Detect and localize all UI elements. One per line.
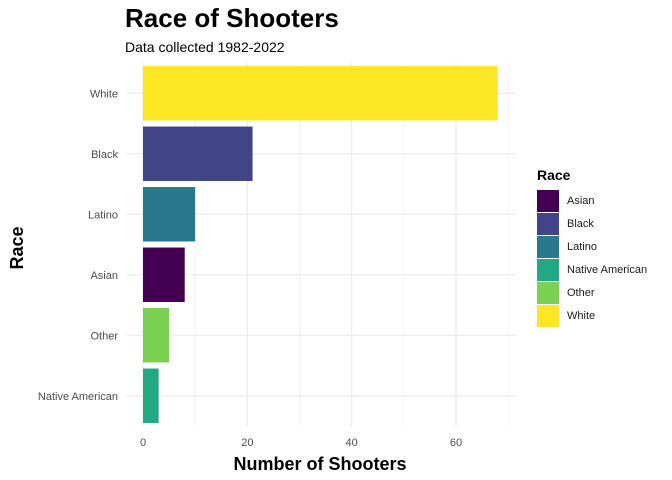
legend-item-asian: Asian: [537, 189, 647, 212]
bar-asian: [143, 247, 185, 302]
legend-item-white: White: [537, 304, 647, 327]
legend-label: Asian: [567, 194, 595, 207]
legend-label: White: [567, 309, 596, 322]
legend-label: Other: [567, 286, 595, 299]
legend-label: Black: [567, 217, 594, 230]
legend-title: Race: [537, 167, 571, 183]
x-tick-label: 40: [346, 437, 358, 449]
chart-title: Race of Shooters: [125, 3, 339, 33]
bars: [143, 66, 498, 423]
y-tick-label: Black: [91, 149, 118, 161]
legend-label: Latino: [567, 240, 597, 253]
y-tick-label: Other: [90, 330, 118, 342]
x-tick-label: 20: [241, 437, 253, 449]
y-tick-label: Native American: [38, 391, 118, 403]
legend-swatch: [537, 189, 559, 212]
bar-native-american: [143, 368, 159, 423]
legend-item-native-american: Native American: [537, 258, 647, 281]
y-axis-title: Race: [7, 226, 27, 269]
bar-other: [143, 308, 170, 363]
chart-subtitle: Data collected 1982-2022: [125, 39, 285, 55]
bar-latino: [143, 187, 196, 242]
y-tick-label: White: [90, 88, 118, 100]
legend-item-black: Black: [537, 212, 647, 235]
y-tick-label: Asian: [90, 270, 118, 282]
legend-items: Asian Black Latino Native American Other Whit…: [537, 189, 647, 327]
x-tick-label: 0: [140, 437, 146, 449]
x-tick-labels: 0 20 40 60: [140, 437, 462, 449]
x-axis-title: Number of Shooters: [233, 454, 406, 474]
legend-swatch: [537, 258, 559, 281]
legend-swatch: [537, 304, 559, 327]
y-tick-labels: White Black Latino Asian Other Native America…: [38, 88, 119, 403]
legend-swatch: [537, 281, 559, 304]
y-tick-label: Latino: [88, 209, 118, 221]
legend: Race Asian Black Latino Native American Othe…: [537, 167, 647, 327]
legend-item-latino: Latino: [537, 235, 647, 258]
legend-swatch: [537, 212, 559, 235]
legend-label: Native American: [567, 263, 648, 276]
x-tick-label: 60: [450, 437, 462, 449]
bar-white: [143, 66, 498, 121]
legend-item-other: Other: [537, 281, 647, 304]
legend-swatch: [537, 235, 559, 258]
bar-black: [143, 126, 253, 181]
